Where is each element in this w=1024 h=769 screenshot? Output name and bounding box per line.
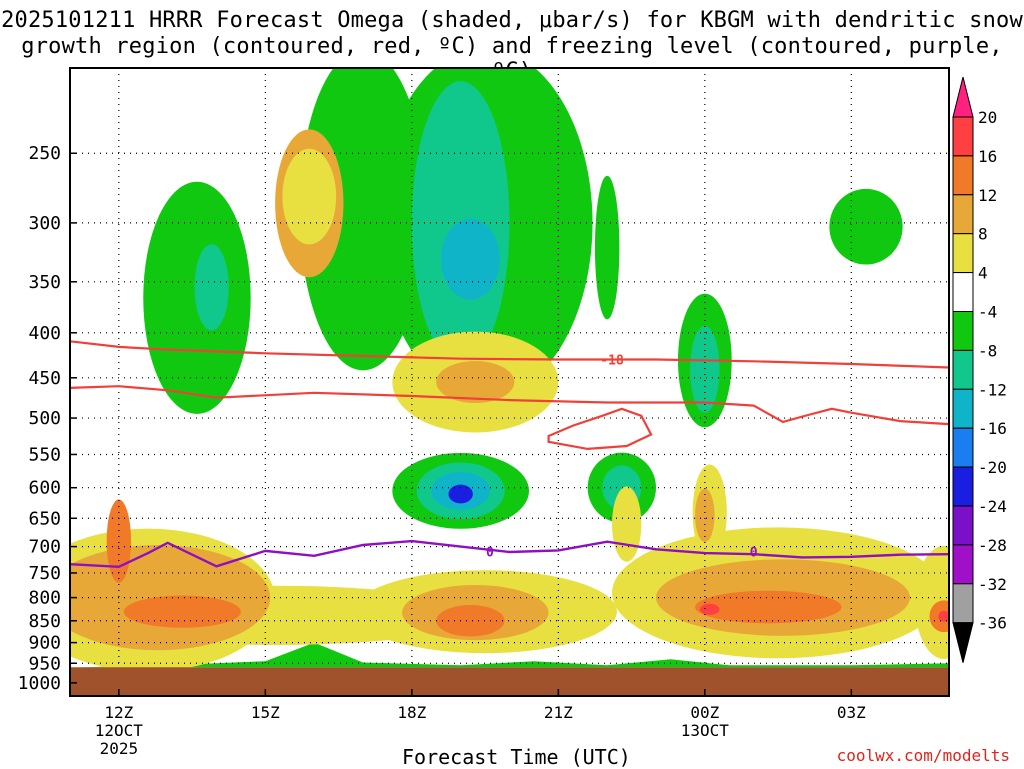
colorbar-label: -32: [978, 575, 1007, 594]
omega-fill: [194, 244, 229, 331]
omega-fill: [938, 610, 949, 622]
y-tick-label: 950: [28, 653, 61, 674]
colorbar-label: -12: [978, 380, 1007, 399]
y-tick-label: 350: [28, 272, 61, 293]
x-tick-label: 12OCT: [95, 721, 144, 740]
colorbar-swatch: [952, 116, 974, 157]
omega-fill: [612, 486, 642, 562]
colorbar-label: 8: [978, 225, 988, 244]
colorbar-swatch: [952, 427, 974, 468]
y-tick-label: 550: [28, 444, 61, 465]
y-tick-label: 250: [28, 143, 61, 164]
freezing-contour-label: 0: [486, 545, 494, 560]
colorbar-swatch: [952, 544, 974, 585]
omega-fill: [690, 325, 720, 413]
y-axis: 2503003504004505005506006507007508008509…: [18, 143, 77, 694]
x-tick-label: 2025: [100, 739, 139, 758]
omega-fill: [436, 361, 515, 404]
colorbar-swatch: [952, 583, 974, 624]
colorbar-top-arrow: [952, 76, 974, 118]
y-tick-label: 450: [28, 368, 61, 389]
credit-link[interactable]: coolwx.com/modelts: [836, 746, 1010, 765]
colorbar-swatch: [952, 155, 974, 196]
x-tick-label: 00Z: [690, 703, 719, 722]
x-tick-label: 15Z: [251, 703, 280, 722]
colorbar-label: -36: [978, 614, 1007, 633]
y-tick-label: 750: [28, 563, 61, 584]
colorbar-label: -28: [978, 536, 1007, 555]
x-tick-label: 13OCT: [681, 721, 730, 740]
colorbar-label: 4: [978, 264, 988, 283]
y-tick-label: 900: [28, 633, 61, 654]
y-tick-label: 800: [28, 588, 61, 609]
colorbar-swatch: [952, 505, 974, 546]
omega-fill: [695, 590, 842, 624]
omega-fill: [436, 605, 505, 637]
omega-fill: [106, 499, 132, 583]
dgz-contour-lower: [70, 385, 949, 426]
x-tick-label: 18Z: [397, 703, 426, 722]
contours: -18 0 0: [70, 340, 949, 569]
x-tick-label: 21Z: [544, 703, 573, 722]
omega-fill: [282, 148, 337, 245]
dgz-contour-upper: [70, 340, 949, 369]
colorbar-swatch: [952, 194, 974, 235]
omega-fill: [695, 488, 715, 542]
colorbar-swatch: [952, 466, 974, 507]
y-tick-label: 700: [28, 537, 61, 558]
colorbar-label: 12: [978, 186, 997, 205]
y-tick-label: 650: [28, 508, 61, 529]
surface-terrain: [70, 667, 949, 696]
chart-title-line2: growth region (contoured, red, ºC) and f…: [21, 34, 1003, 84]
omega-fill: [123, 595, 241, 628]
y-tick-label: 400: [28, 323, 61, 344]
colorbar-label: -16: [978, 419, 1007, 438]
x-axis-label: Forecast Time (UTC): [402, 745, 631, 769]
y-tick-label: 300: [28, 213, 61, 234]
colorbar-label: -4: [978, 303, 997, 322]
plot-frame: [69, 67, 950, 697]
omega-fill: [699, 603, 720, 615]
chart-title-line1: 2025101211 HRRR Forecast Omega (shaded, …: [1, 8, 1023, 33]
colorbar-label: -24: [978, 497, 1007, 516]
y-tick-label: 500: [28, 408, 61, 429]
y-tick-label: 850: [28, 611, 61, 632]
colorbar-swatch: [952, 388, 974, 429]
y-tick-label: 1000: [18, 673, 61, 694]
freezing-level-contour: [70, 539, 949, 569]
omega-fill: [441, 218, 500, 300]
dgz-contour-label: -18: [600, 354, 624, 369]
omega-fill-low-green: [79, 642, 949, 668]
y-tick-label: 600: [28, 478, 61, 499]
x-tick-label: 12Z: [104, 703, 133, 722]
colorbar-legend: 20 16 12 8 4 -4 -8 -12 -16 -20 -24 -28 -32 -36: [952, 76, 1007, 663]
colorbar-label: 20: [978, 108, 997, 127]
omega-fill: [448, 484, 473, 504]
omega-fill: [829, 188, 903, 265]
colorbar-bottom-arrow: [952, 622, 974, 663]
x-tick-label: 03Z: [837, 703, 866, 722]
freezing-contour-label: 0: [750, 545, 758, 560]
colorbar-swatch: [952, 233, 974, 274]
colorbar-label: -8: [978, 341, 997, 360]
colorbar-label: -20: [978, 458, 1007, 477]
dgz-contour-closed: [547, 407, 653, 451]
colorbar-swatch: [952, 311, 974, 351]
colorbar-swatch: [952, 349, 974, 390]
colorbar-swatch: [952, 272, 974, 313]
colorbar-label: 16: [978, 147, 997, 166]
omega-fill: [594, 175, 620, 320]
